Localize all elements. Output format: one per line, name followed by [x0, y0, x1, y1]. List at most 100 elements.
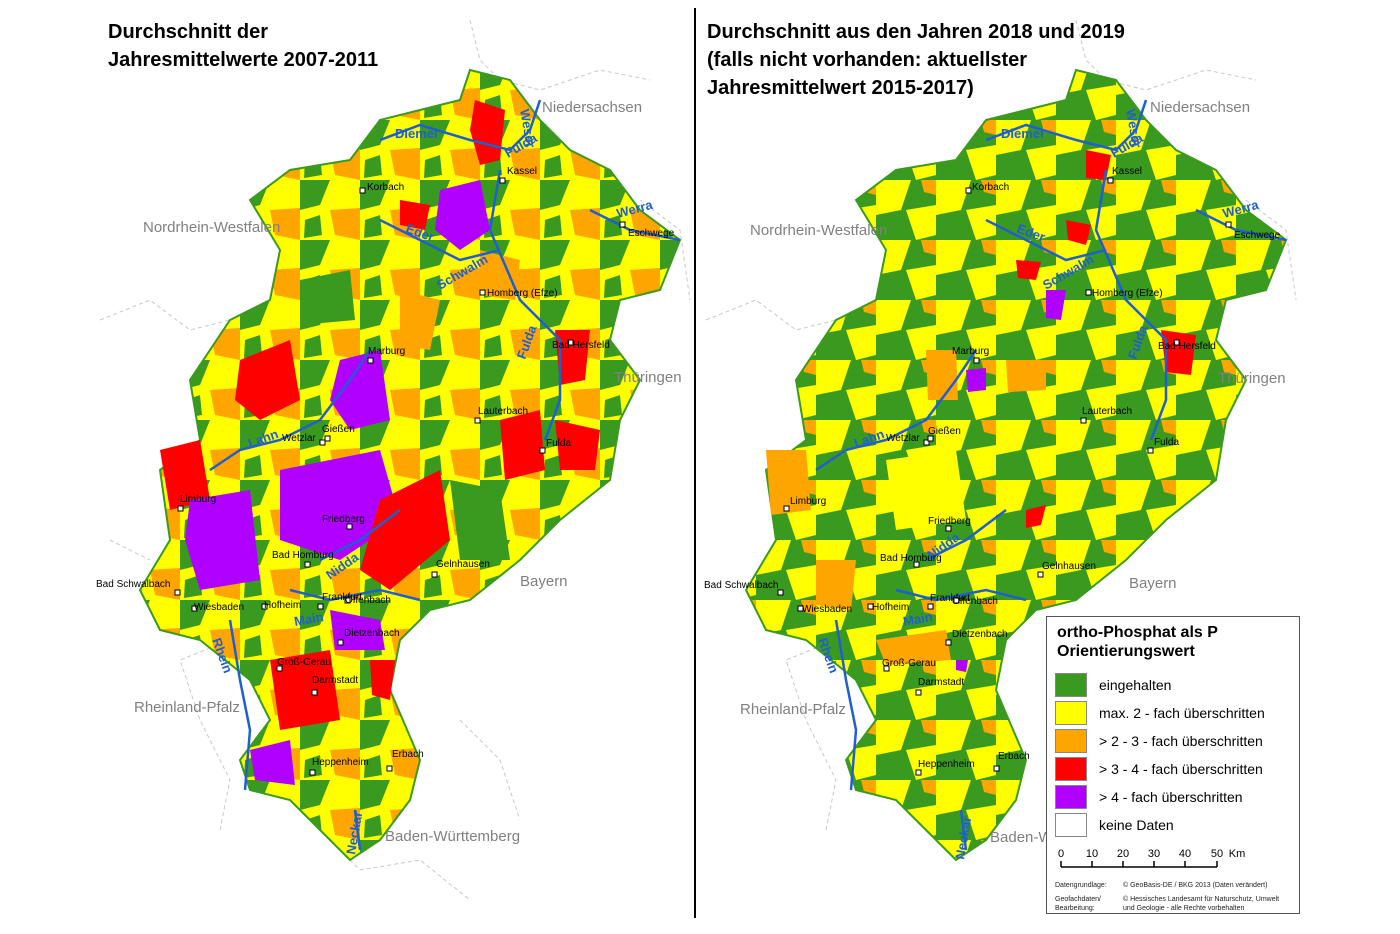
state-label-rlp: Rheinland-Pfalz — [134, 699, 240, 716]
scale-tick: 10 — [1086, 848, 1098, 860]
svg-text:Darmstadt: Darmstadt — [918, 677, 964, 688]
state-label-niedersachsen: Niedersachsen — [542, 99, 642, 116]
city-wiesbaden: Wiesbaden — [191, 602, 244, 613]
state-label-thueringen-right: Thüringen — [1218, 370, 1286, 387]
scale-unit: Km — [1229, 848, 1246, 860]
city-bad-homburg-right: Bad Homburg — [880, 553, 942, 568]
city-eschwege: Eschwege — [619, 221, 675, 239]
left-map-title: Durchschnitt der Jahresmittelwerte 2007-… — [108, 21, 379, 71]
city-lauterbach-right: Lauterbach — [1080, 406, 1132, 424]
left-map: Diemel Weser Fulda Werra Eder Schwalm Fu… — [96, 19, 691, 901]
svg-text:Groß-Gerau: Groß-Gerau — [277, 657, 331, 668]
city-fulda-right: Fulda — [1147, 437, 1179, 454]
legend-swatch — [1055, 673, 1087, 697]
svg-text:Frankfurt: Frankfurt — [322, 592, 362, 603]
svg-text:Fulda: Fulda — [1154, 437, 1179, 448]
river-label-weser-right: Weser — [1123, 108, 1145, 149]
svg-text:Limburg: Limburg — [790, 496, 826, 507]
svg-text:Fulda: Fulda — [546, 438, 571, 449]
city-hofheim-right: Hofheim — [867, 602, 909, 613]
svg-text:Erbach: Erbach — [392, 749, 424, 760]
river-label-weser: Weser — [517, 108, 539, 149]
legend-item-eingehalten: eingehalten — [1055, 673, 1171, 697]
state-label-niedersachsen-right: Niedersachsen — [1150, 99, 1250, 116]
scale-tick: 0 — [1058, 848, 1064, 860]
svg-text:Bad Hersfeld: Bad Hersfeld — [552, 340, 610, 351]
svg-text:Dietzenbach: Dietzenbach — [344, 628, 400, 639]
state-borders — [99, 19, 691, 901]
panel-divider — [694, 8, 696, 918]
svg-text:Bad Schwalbach: Bad Schwalbach — [96, 579, 171, 590]
legend-swatch — [1055, 729, 1087, 753]
legend-label: > 4 - fach überschritten — [1099, 789, 1243, 805]
right-map: Diemel Weser Fulda Werra Eder Schwalm Fu… — [704, 19, 1297, 862]
city-kassel: Kassel — [499, 166, 537, 184]
svg-text:Marburg: Marburg — [952, 346, 989, 357]
city-frankfurt: Frankfurt — [317, 592, 362, 610]
state-label-bw-right: Baden-W — [990, 829, 1053, 846]
svg-text:Gießen: Gießen — [322, 424, 355, 435]
legend-label: eingehalten — [1099, 677, 1172, 693]
legend-label: > 3 - 4 - fach überschritten — [1099, 761, 1263, 777]
hesse-area-right — [744, 68, 1288, 862]
city-bad-schwalbach-right: Bad Schwalbach — [704, 580, 784, 596]
city-bad-hersfeld: Bad Hersfeld — [552, 339, 610, 351]
svg-text:Lauterbach: Lauterbach — [1082, 406, 1132, 417]
city-hofheim: Hofheim — [261, 600, 301, 611]
scale-tick: 20 — [1117, 848, 1129, 860]
city-marburg-right: Marburg — [952, 346, 989, 364]
svg-text:Heppenheim: Heppenheim — [918, 759, 975, 770]
svg-text:Gelnhausen: Gelnhausen — [436, 559, 490, 570]
legend-item-max2: max. 2 - fach überschritten — [1055, 701, 1265, 725]
city-erbach-right: Erbach — [993, 751, 1030, 772]
city-heppenheim-right: Heppenheim — [915, 759, 975, 776]
svg-text:Lauterbach: Lauterbach — [478, 406, 528, 417]
legend-item-gt4: > 4 - fach überschritten — [1055, 785, 1243, 809]
svg-text:Marburg: Marburg — [368, 346, 405, 357]
svg-text:Wiesbaden: Wiesbaden — [194, 602, 244, 613]
city-lauterbach: Lauterbach — [474, 406, 528, 424]
scale-tick: 40 — [1179, 848, 1191, 860]
svg-text:Offenbach: Offenbach — [345, 595, 391, 606]
footer-label-geofach: Geofachdaten/ Bearbeitung: — [1055, 896, 1101, 912]
svg-text:Dietzenbach: Dietzenbach — [952, 629, 1008, 640]
major-rivers-right — [815, 99, 1287, 851]
svg-text:Frankfurt: Frankfurt — [930, 593, 970, 604]
city-homberg: Homberg (Efze) — [479, 288, 558, 299]
scale-tick: 30 — [1148, 848, 1160, 860]
city-gelnhausen-right: Gelnhausen — [1037, 561, 1096, 578]
city-korbach-right: Korbach — [965, 182, 1009, 194]
footer-label-datengrundlage: Datengrundlage: — [1055, 882, 1107, 889]
svg-text:Friedberg: Friedberg — [322, 514, 365, 525]
svg-text:Bad Homburg: Bad Homburg — [880, 553, 942, 564]
state-label-nrw: Nordrhein-Westfalen — [143, 219, 280, 236]
city-marburg: Marburg — [367, 346, 405, 364]
city-darmstadt: Darmstadt — [311, 675, 358, 696]
legend-item-3-4: > 3 - 4 - fach überschritten — [1055, 757, 1263, 781]
svg-text:Bad Schwalbach: Bad Schwalbach — [704, 580, 779, 591]
major-rivers — [209, 99, 681, 851]
svg-text:Homberg (Efze): Homberg (Efze) — [487, 288, 558, 299]
svg-text:Offenbach: Offenbach — [952, 596, 998, 607]
legend-swatch — [1055, 785, 1087, 809]
legend-item-keine-daten: keine Daten — [1055, 813, 1174, 837]
city-heppenheim: Heppenheim — [309, 757, 369, 776]
city-bad-hersfeld-right: Bad Hersfeld — [1158, 339, 1216, 352]
svg-text:Wetzlar: Wetzlar — [886, 433, 920, 444]
city-giessen: Gießen — [322, 424, 355, 442]
legend-label: keine Daten — [1099, 817, 1174, 833]
svg-text:Erbach: Erbach — [998, 751, 1030, 762]
scale-tick: 50 — [1211, 848, 1223, 860]
scale-bar: 0 10 20 30 40 50 Km — [1058, 848, 1246, 868]
svg-text:Eschwege: Eschwege — [628, 228, 675, 239]
svg-text:Hofheim: Hofheim — [872, 602, 909, 613]
city-gross-gerau-right: Groß-Gerau — [882, 658, 936, 672]
river-label-main: Main — [293, 609, 325, 629]
svg-text:Gelnhausen: Gelnhausen — [1042, 561, 1096, 572]
city-dietzenbach: Dietzenbach — [337, 628, 400, 646]
svg-text:Wiesbaden: Wiesbaden — [802, 604, 852, 615]
right-map-title: Durchschnitt aus den Jahren 2018 und 201… — [707, 21, 1125, 99]
city-gelnhausen: Gelnhausen — [431, 559, 490, 578]
legend-swatch — [1055, 701, 1087, 725]
city-friedberg-right: Friedberg — [928, 516, 971, 532]
